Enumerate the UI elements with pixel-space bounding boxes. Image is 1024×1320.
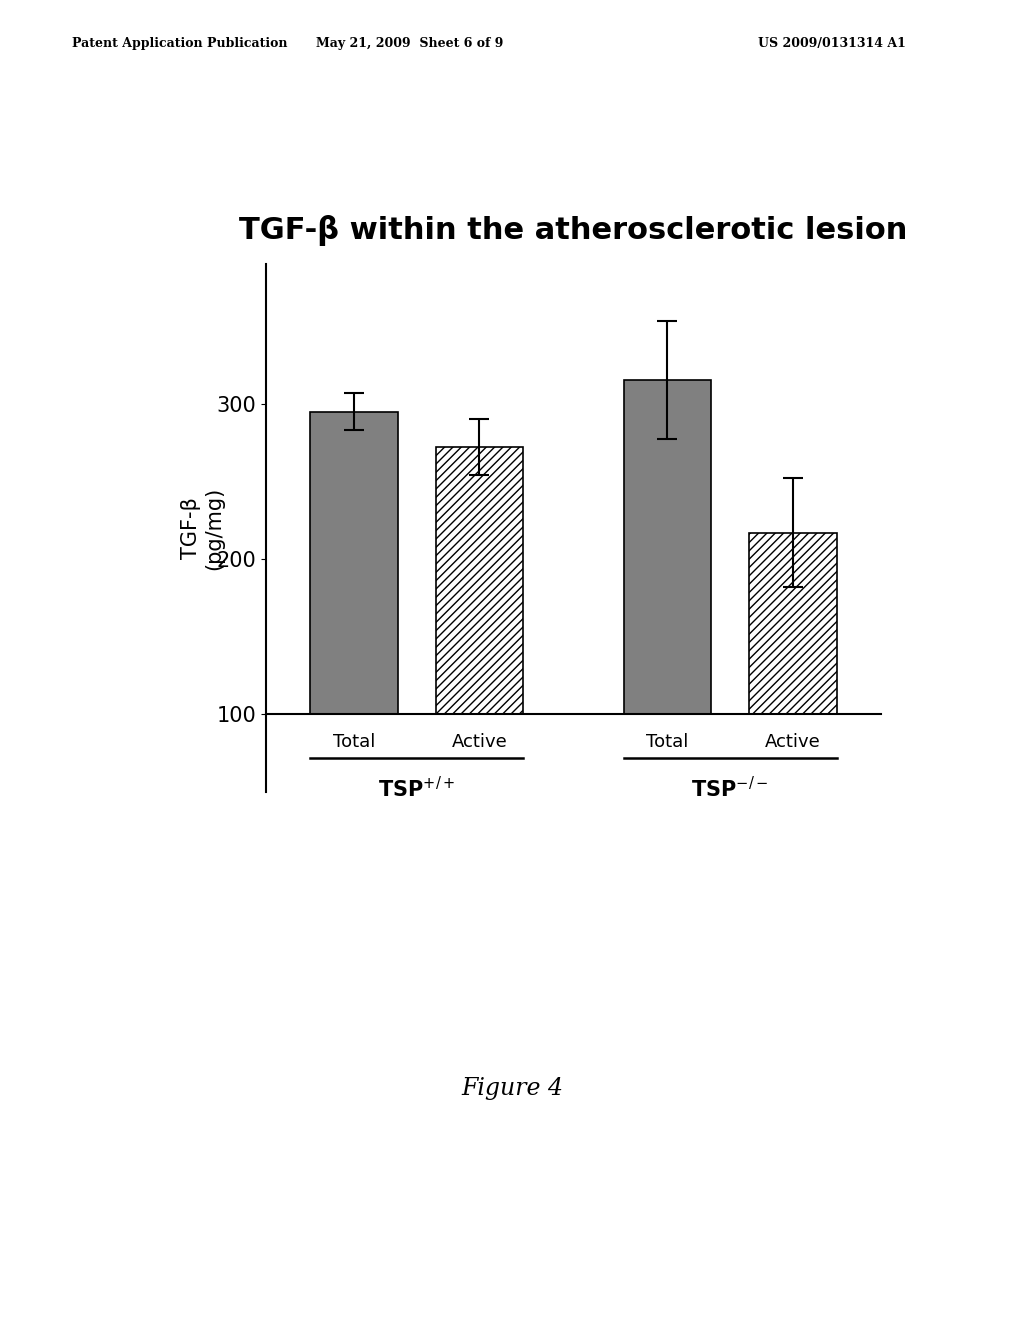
Bar	[435, 447, 523, 714]
Text: Total: Total	[646, 733, 689, 751]
Text: Figure 4: Figure 4	[461, 1077, 563, 1101]
Text: Active: Active	[765, 733, 821, 751]
Bar	[310, 412, 398, 714]
Y-axis label: TGF-β
(pg/mg): TGF-β (pg/mg)	[181, 486, 224, 570]
Text: Active: Active	[452, 733, 507, 751]
Text: Total: Total	[333, 733, 375, 751]
Title: TGF-β within the atherosclerotic lesion: TGF-β within the atherosclerotic lesion	[240, 215, 907, 246]
Text: US 2009/0131314 A1: US 2009/0131314 A1	[758, 37, 905, 50]
Bar	[749, 533, 837, 714]
Text: May 21, 2009  Sheet 6 of 9: May 21, 2009 Sheet 6 of 9	[316, 37, 503, 50]
Text: Patent Application Publication: Patent Application Publication	[72, 37, 287, 50]
Text: TSP$^{-/-}$: TSP$^{-/-}$	[691, 776, 769, 801]
Text: TSP$^{+/+}$: TSP$^{+/+}$	[378, 776, 456, 801]
Bar	[624, 380, 712, 714]
